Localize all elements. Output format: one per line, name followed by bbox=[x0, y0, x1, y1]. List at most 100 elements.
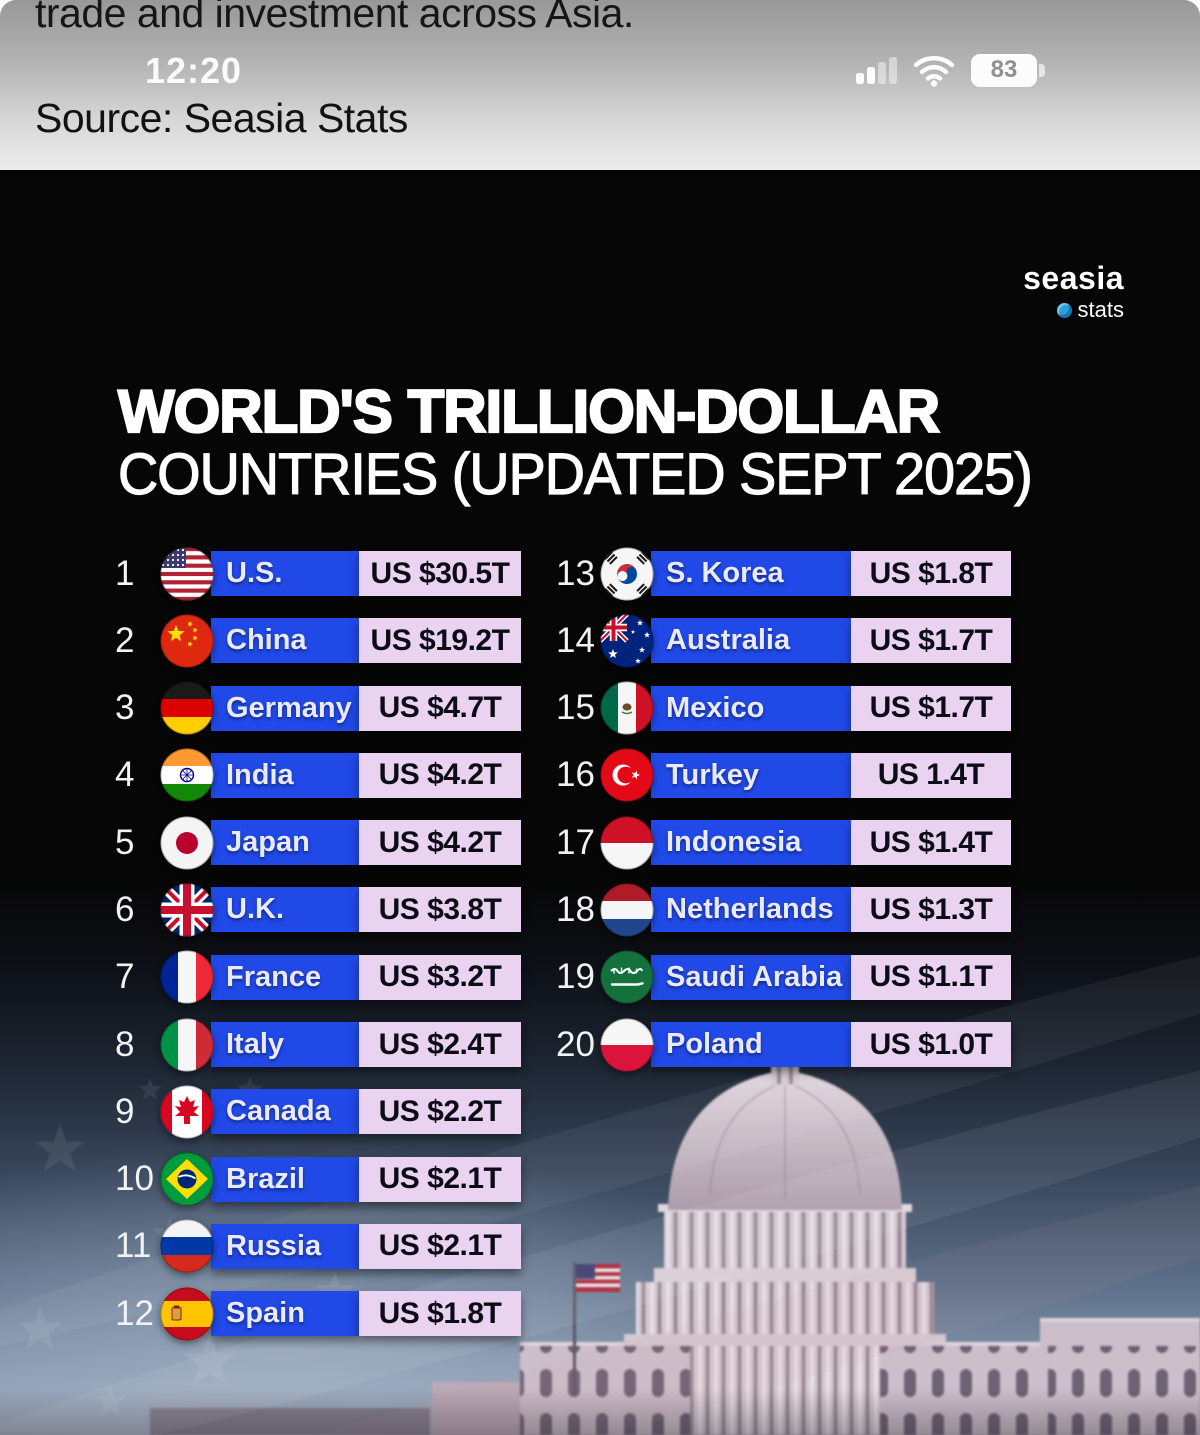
rank-number: 9 bbox=[115, 1091, 135, 1131]
rank-number: 17 bbox=[556, 822, 595, 862]
country-name: Indonesia bbox=[666, 826, 802, 859]
rank-number: 14 bbox=[556, 620, 595, 660]
gdp-value: US $1.0T bbox=[869, 1027, 993, 1061]
id-flag-icon bbox=[600, 816, 654, 870]
gdp-value: US $2.1T bbox=[378, 1229, 502, 1263]
seasia-logo-text: seasia bbox=[1023, 260, 1124, 296]
country-name: India bbox=[226, 758, 294, 791]
gdp-value: US $1.1T bbox=[869, 960, 993, 994]
ca-flag-icon bbox=[160, 1085, 214, 1139]
gdp-value-chip: US $1.0T bbox=[851, 1022, 1011, 1068]
country-name-bar: Turkey bbox=[651, 752, 851, 798]
country-row-pl: 20 Poland US $1.0T bbox=[556, 1017, 1011, 1072]
battery-nub bbox=[1039, 63, 1045, 77]
page-title-line1: WORLD'S TRILLION-DOLLAR bbox=[117, 378, 941, 445]
ru-flag-icon bbox=[160, 1219, 214, 1274]
country-name-bar: France bbox=[211, 954, 359, 1000]
country-name: U.K. bbox=[226, 893, 284, 926]
gdp-value: US $1.8T bbox=[869, 556, 993, 590]
country-name-bar: Poland bbox=[651, 1022, 851, 1068]
country-row-it: 8 Italy US $2.4T bbox=[115, 1017, 521, 1072]
country-name: Saudi Arabia bbox=[666, 960, 843, 993]
rank-number: 12 bbox=[115, 1293, 154, 1333]
gdp-value-chip: US $4.2T bbox=[359, 752, 521, 798]
gdp-value-chip: US $1.8T bbox=[359, 1291, 521, 1337]
country-name-bar: S. Korea bbox=[651, 551, 851, 596]
country-row-kr: 13 S. Korea US $1.8T bbox=[556, 546, 1011, 601]
country-name: Italy bbox=[226, 1028, 285, 1061]
gdp-value-chip: US $1.3T bbox=[851, 887, 1011, 933]
kr-flag-icon bbox=[600, 546, 654, 601]
country-name: U.S. bbox=[226, 557, 283, 589]
seasia-logo: seasia stats bbox=[1023, 262, 1124, 323]
country-name-bar: Canada bbox=[211, 1089, 359, 1135]
country-row-au: 14 Australia US $1.7T bbox=[556, 614, 1011, 668]
rank-number: 19 bbox=[556, 957, 595, 997]
country-name: Spain bbox=[226, 1297, 305, 1330]
gdp-value-chip: US $4.2T bbox=[359, 820, 521, 866]
cn-flag-icon bbox=[160, 614, 214, 668]
tr-flag-icon bbox=[600, 748, 654, 802]
country-name-bar: Italy bbox=[211, 1022, 359, 1068]
country-name-bar: Netherlands bbox=[651, 887, 851, 933]
battery-percent: 83 bbox=[990, 56, 1018, 83]
country-name-bar: Germany bbox=[211, 685, 359, 731]
rank-number: 15 bbox=[556, 688, 595, 728]
country-row-de: 3 Germany US $4.7T bbox=[115, 681, 521, 735]
gdp-value-chip: US $2.1T bbox=[359, 1223, 521, 1269]
gdp-value-chip: US $1.4T bbox=[851, 820, 1011, 866]
gdp-value: US $19.2T bbox=[370, 623, 510, 657]
country-row-mx: 15 Mexico US $1.7T bbox=[556, 681, 1011, 735]
country-name: Mexico bbox=[666, 691, 765, 724]
gdp-value-chip: US $4.7T bbox=[359, 685, 521, 731]
gdp-value-chip: US $19.2T bbox=[359, 618, 521, 664]
ranking-column-right: 13 S. Korea US $1.8T 14 Australia US $1.7T 15 M… bbox=[556, 546, 1011, 1072]
country-name-bar: Russia bbox=[211, 1223, 359, 1269]
country-row-fr: 7 France US $3.2T bbox=[115, 950, 521, 1004]
capitol-building-illustration bbox=[150, 1026, 1200, 1435]
infographic-panel: seasia stats WORLD'S TRILLION-DOLLAR COU… bbox=[0, 170, 1200, 1435]
country-name: Canada bbox=[226, 1095, 331, 1128]
gdp-value: US $4.7T bbox=[378, 691, 502, 725]
es-flag-icon bbox=[160, 1287, 214, 1341]
rank-number: 4 bbox=[115, 755, 135, 795]
country-row-br: 10 Brazil US $2.1T bbox=[115, 1152, 521, 1206]
cellular-signal-icon bbox=[856, 56, 897, 84]
battery-icon: 83 bbox=[971, 53, 1045, 87]
country-row-us: 1 U.S. US $30.5T bbox=[115, 546, 521, 601]
rank-number: 10 bbox=[115, 1159, 154, 1199]
gdp-value-chip: US $2.4T bbox=[359, 1022, 521, 1068]
rank-number: 3 bbox=[115, 688, 135, 728]
gdp-value-chip: US $30.5T bbox=[359, 551, 521, 596]
rank-number: 13 bbox=[556, 553, 595, 593]
gdp-value: US 1.4T bbox=[877, 758, 985, 792]
rank-number: 18 bbox=[556, 889, 595, 929]
country-name: S. Korea bbox=[666, 557, 784, 589]
country-name: China bbox=[226, 624, 307, 657]
country-name: Brazil bbox=[226, 1162, 305, 1195]
gdp-value: US $2.2T bbox=[378, 1094, 502, 1128]
fr-flag-icon bbox=[160, 950, 214, 1004]
country-name-bar: Australia bbox=[651, 618, 851, 664]
country-row-ca: 9 Canada US $2.2T bbox=[115, 1085, 521, 1139]
au-flag-icon bbox=[600, 614, 654, 668]
status-icons: 83 bbox=[856, 52, 1045, 88]
country-name-bar: Mexico bbox=[651, 685, 851, 731]
country-name-bar: India bbox=[211, 752, 359, 798]
uk-flag-icon bbox=[160, 883, 214, 937]
gdp-value: US $30.5T bbox=[370, 556, 510, 590]
de-flag-icon bbox=[160, 681, 214, 735]
country-name: Russia bbox=[226, 1229, 322, 1262]
rank-number: 6 bbox=[115, 889, 135, 929]
gdp-value: US $1.4T bbox=[869, 825, 993, 859]
country-row-uk: 6 U.K. US $3.8T bbox=[115, 883, 521, 937]
gdp-value-chip: US $1.1T bbox=[851, 954, 1011, 1000]
wifi-icon bbox=[913, 55, 955, 87]
country-name: Turkey bbox=[666, 758, 759, 791]
gdp-value-chip: US $3.8T bbox=[359, 887, 521, 933]
country-row-nl: 18 Netherlands US $1.3T bbox=[556, 883, 1011, 937]
country-name-bar: Brazil bbox=[211, 1156, 359, 1202]
rank-number: 11 bbox=[115, 1226, 152, 1266]
country-name: Netherlands bbox=[666, 893, 834, 926]
